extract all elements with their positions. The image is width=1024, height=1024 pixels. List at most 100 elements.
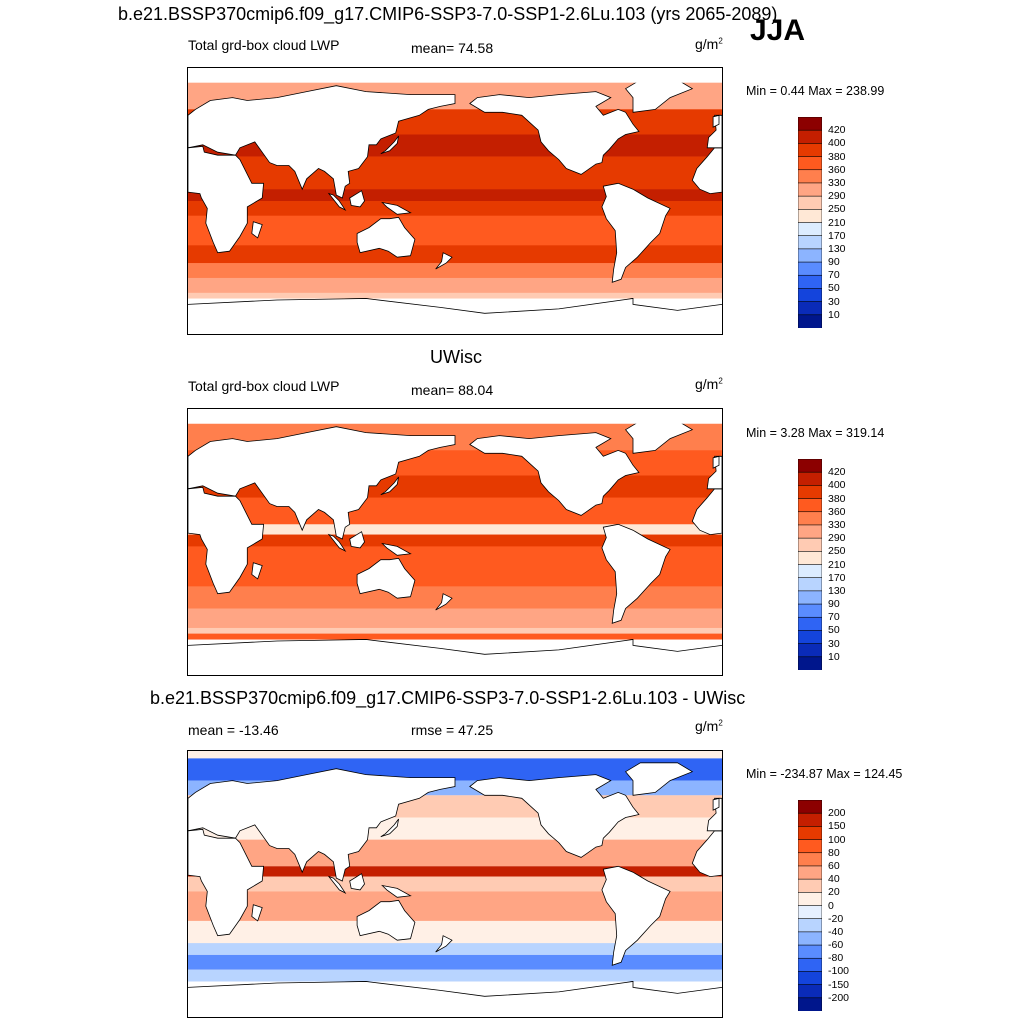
colorbar-swatch — [798, 156, 822, 171]
colorbar-swatch — [798, 485, 822, 500]
field-band — [188, 627, 722, 634]
field-band — [188, 277, 722, 293]
colorbar-swatch — [798, 209, 822, 224]
colorbar-tick-label: 400 — [828, 479, 846, 492]
colorbar-swatch — [798, 590, 822, 605]
continent-outline — [691, 488, 722, 536]
colorbar-tick-label: 380 — [828, 492, 846, 505]
panel2-map — [187, 408, 723, 676]
panel3-title: b.e21.BSSP370cmip6.f09_g17.CMIP6-SSP3-7.… — [150, 688, 746, 708]
field-band — [188, 189, 722, 201]
colorbar-tick-label: 150 — [828, 820, 846, 833]
continent-outline — [349, 190, 365, 208]
continent-outline — [435, 935, 453, 953]
continent-outline — [380, 818, 399, 838]
continent-outline — [712, 114, 720, 128]
panel3-minmax: Min = -234.87 Max = 124.45 — [746, 767, 903, 781]
no-data-region — [188, 68, 722, 83]
continent-outline — [251, 562, 263, 580]
colorbar-tick-label: -150 — [828, 978, 850, 991]
colorbar-tick-label: 360 — [828, 505, 846, 518]
colorbar-swatch — [798, 852, 822, 867]
panel2-units: g/m2 — [695, 376, 723, 392]
colorbar-tick-label: 10 — [828, 308, 840, 321]
colorbar-swatch — [798, 577, 822, 592]
continent-outline — [188, 486, 265, 595]
panel2-variable-label: Total grd-box cloud LWP — [188, 378, 340, 394]
colorbar-tick-label: 70 — [828, 269, 840, 282]
colorbar-swatch — [798, 551, 822, 566]
no-data-region — [188, 981, 722, 1017]
colorbar-tick-label: 10 — [828, 650, 840, 663]
colorbar-swatch — [798, 957, 822, 973]
continent-outline — [381, 542, 412, 556]
continent-outline — [601, 865, 671, 966]
field-band — [188, 586, 722, 609]
colorbar-tick-label: -80 — [828, 952, 844, 965]
colorbar-tick-label: 210 — [828, 558, 846, 571]
colorbar-tick-label: 170 — [828, 571, 846, 584]
colorbar-tick-label: 290 — [828, 532, 846, 545]
continent-outline — [251, 221, 263, 239]
colorbar-swatch — [798, 800, 822, 814]
colorbar-swatch — [798, 878, 822, 894]
continent-outline — [435, 593, 453, 611]
colorbar-swatch — [798, 643, 822, 658]
colorbar-tick-label: 330 — [828, 176, 846, 189]
field-band — [188, 245, 722, 264]
panel1-colorbar — [798, 117, 822, 328]
continent-outline — [327, 192, 347, 211]
colorbar-swatch — [798, 498, 822, 513]
continent-outline — [381, 201, 412, 215]
colorbar-swatch — [798, 931, 822, 946]
continent-outline — [349, 873, 365, 891]
continent-outline — [469, 432, 640, 516]
field-band — [188, 156, 722, 190]
colorbar-swatch — [798, 630, 822, 645]
continent-outline — [188, 828, 265, 937]
colorbar-tick-label: 40 — [828, 873, 840, 886]
colorbar-tick-label: -60 — [828, 939, 844, 952]
colorbar-tick-label: 50 — [828, 624, 840, 637]
continent-outline — [381, 884, 412, 898]
continent-outline — [188, 145, 265, 254]
colorbar-swatch — [798, 524, 822, 539]
colorbar-tick-label: 90 — [828, 598, 840, 611]
colorbar-tick-label: 130 — [828, 584, 846, 597]
colorbar-tick-label: 420 — [828, 466, 846, 479]
colorbar-tick-label: 400 — [828, 137, 846, 150]
colorbar-tick-label: 70 — [828, 611, 840, 624]
colorbar-tick-label: 250 — [828, 203, 846, 216]
continent-outline — [349, 531, 365, 549]
field-band — [188, 201, 722, 216]
colorbar-swatch — [798, 616, 822, 632]
continent-outline — [712, 455, 720, 469]
field-band — [188, 292, 722, 302]
field-band — [188, 866, 722, 877]
panel1-mean-label: mean= 74.58 — [411, 40, 494, 56]
colorbar-tick-label: 80 — [828, 846, 840, 859]
colorbar-swatch — [798, 301, 822, 316]
colorbar-tick-label: 130 — [828, 242, 846, 255]
field-band — [188, 943, 722, 955]
field-band — [188, 876, 722, 892]
panel1-units: g/m2 — [695, 36, 723, 52]
continent-outline — [624, 762, 694, 796]
colorbar-swatch — [798, 865, 822, 880]
figure-title: b.e21.BSSP370cmip6.f09_g17.CMIP6-SSP3-7.… — [118, 4, 778, 24]
colorbar-tick-label: 30 — [828, 637, 840, 650]
panel2-map-svg — [188, 409, 722, 675]
colorbar-swatch — [798, 892, 822, 907]
colorbar-swatch — [798, 826, 822, 841]
panel3-map — [187, 750, 723, 1018]
colorbar-swatch — [798, 997, 822, 1011]
colorbar-swatch — [798, 261, 822, 276]
colorbar-swatch — [798, 971, 822, 986]
field-band — [188, 524, 722, 535]
field-band — [188, 920, 722, 944]
colorbar-swatch — [798, 656, 822, 670]
continent-outline — [469, 91, 640, 175]
colorbar-tick-label: 330 — [828, 518, 846, 531]
continent-outline — [356, 899, 416, 941]
field-band — [188, 954, 722, 970]
